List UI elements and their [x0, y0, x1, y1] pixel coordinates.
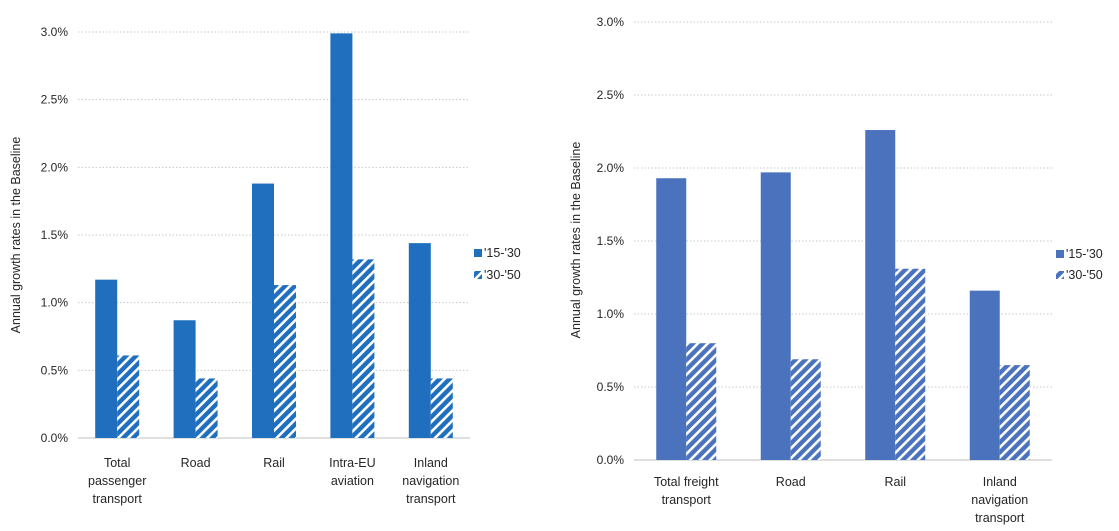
y-tick-label: 0.0%	[597, 453, 625, 467]
bar	[195, 378, 218, 438]
category-label: navigation	[402, 474, 459, 488]
category-label: Road	[181, 456, 211, 470]
legend-label: '15-'30	[1066, 247, 1103, 261]
legend-label: '15-'30	[484, 246, 521, 260]
category-label: Rail	[263, 456, 285, 470]
category-label: transport	[406, 492, 456, 506]
category-label: transport	[662, 493, 712, 507]
y-tick-label: 3.0%	[597, 15, 625, 29]
category-label: transport	[975, 511, 1025, 525]
y-tick-label: 0.0%	[41, 431, 69, 445]
y-tick-label: 1.5%	[597, 234, 625, 248]
category-label: Intra-EU	[329, 456, 376, 470]
category-label: Total freight	[654, 475, 719, 489]
y-tick-label: 2.0%	[41, 160, 69, 174]
bar	[686, 343, 717, 460]
bar	[274, 285, 296, 438]
legend-swatch	[1056, 271, 1064, 279]
bar	[430, 378, 453, 438]
y-tick-label: 2.5%	[41, 93, 69, 107]
category-label: Total	[104, 456, 130, 470]
legend-swatch	[474, 271, 482, 279]
bar	[969, 290, 1000, 460]
bar	[352, 259, 375, 438]
bar	[330, 33, 353, 438]
y-tick-label: 1.0%	[597, 307, 625, 321]
y-axis-title: Annual growth rates in the Baseline	[569, 142, 583, 339]
category-label: aviation	[331, 474, 374, 488]
bar	[895, 268, 926, 460]
legend-swatch	[474, 249, 482, 257]
category-label: Inland	[414, 456, 448, 470]
legend-swatch	[1056, 250, 1064, 258]
bar	[656, 178, 687, 460]
legend-label: '30-'50	[484, 268, 521, 282]
bar	[865, 130, 896, 461]
bar	[760, 172, 791, 460]
y-tick-label: 0.5%	[597, 380, 625, 394]
category-label: navigation	[971, 493, 1028, 507]
bar	[999, 365, 1030, 460]
y-axis-title: Annual growth rates in the Baseline	[9, 137, 23, 334]
y-tick-label: 1.0%	[41, 296, 69, 310]
y-tick-label: 1.5%	[41, 228, 69, 242]
category-label: passenger	[88, 474, 146, 488]
y-tick-label: 2.5%	[597, 88, 625, 102]
bar	[95, 279, 118, 438]
bar	[408, 243, 431, 438]
y-tick-label: 0.5%	[41, 363, 69, 377]
bar	[252, 183, 274, 438]
category-label: Rail	[884, 475, 906, 489]
bar	[790, 359, 821, 460]
legend-label: '30-'50	[1066, 268, 1103, 282]
category-label: Inland	[983, 475, 1017, 489]
category-label: transport	[93, 492, 143, 506]
category-label: Road	[776, 475, 806, 489]
y-tick-label: 3.0%	[41, 25, 69, 39]
bar	[117, 355, 140, 438]
bar	[173, 320, 196, 438]
y-tick-label: 2.0%	[597, 161, 625, 175]
